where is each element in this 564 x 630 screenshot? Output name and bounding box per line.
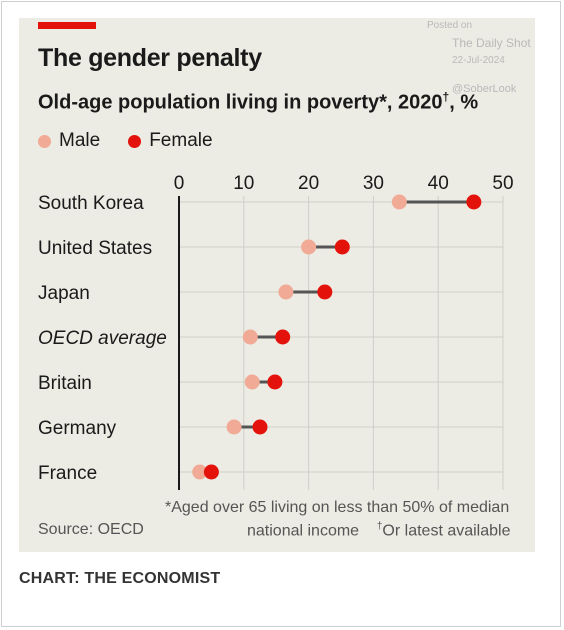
watermark-date: 22-Jul-2024 [452,55,505,66]
legend-label-male: Male [59,130,101,151]
category-label: Germany [38,418,117,439]
x-tick-label-10: 10 [233,173,254,194]
source-label: Source: OECD [38,521,144,538]
female-point [267,374,283,390]
footnote-line-1: *Aged over 65 living on less than 50% of… [165,499,510,516]
female-point [334,239,350,255]
brand-red-bar [38,22,96,29]
category-label: United States [38,238,152,259]
female-point [275,329,291,345]
chart-subtitle: Old-age population living in poverty*, 2… [38,90,478,115]
footnote-line-2: national income †Or latest available [247,521,510,540]
category-label: Japan [38,283,90,304]
footnote-national-income: national income [247,522,360,540]
subtitle-dagger: † [442,90,450,104]
subtitle-unit: , % [449,91,479,114]
x-tick-label-50: 50 [492,173,513,194]
male-point [226,419,242,435]
male-point [301,239,317,255]
chart-credit: CHART: THE ECONOMIST [19,570,221,587]
male-point [244,374,260,390]
legend: Male Female [38,130,241,152]
category-label: Britain [38,373,92,394]
male-point [391,194,407,210]
x-tick-label-20: 20 [298,173,319,194]
female-point [317,284,333,300]
female-point [203,464,219,480]
subtitle-main: Old-age population living in poverty*, 2… [38,91,443,114]
x-tick-label-30: 30 [363,173,384,194]
x-tick-label-0: 0 [174,173,185,194]
footnote-dagger: † [376,521,383,532]
legend-label-female: Female [149,130,213,151]
footnote-latest-available: Or latest available [382,522,511,540]
legend-swatch-male [38,134,51,148]
male-point [278,284,294,300]
watermark-posted-on: Posted on [427,20,473,31]
legend-item-female: Female [128,130,213,152]
watermark-site: The Daily Shot [452,36,531,50]
watermark-handle: @SoberLook [452,83,517,95]
category-label: South Korea [38,193,144,214]
chart-title: The gender penalty [38,44,262,72]
male-point [242,329,258,345]
x-tick-label-40: 40 [428,173,449,194]
category-label: OECD average [38,328,167,349]
female-point [466,194,482,210]
legend-item-male: Male [38,130,100,152]
male-point [192,464,208,480]
category-label: France [38,463,97,484]
chart-panel [19,18,535,552]
legend-swatch-female [128,134,142,148]
female-point [252,419,268,435]
